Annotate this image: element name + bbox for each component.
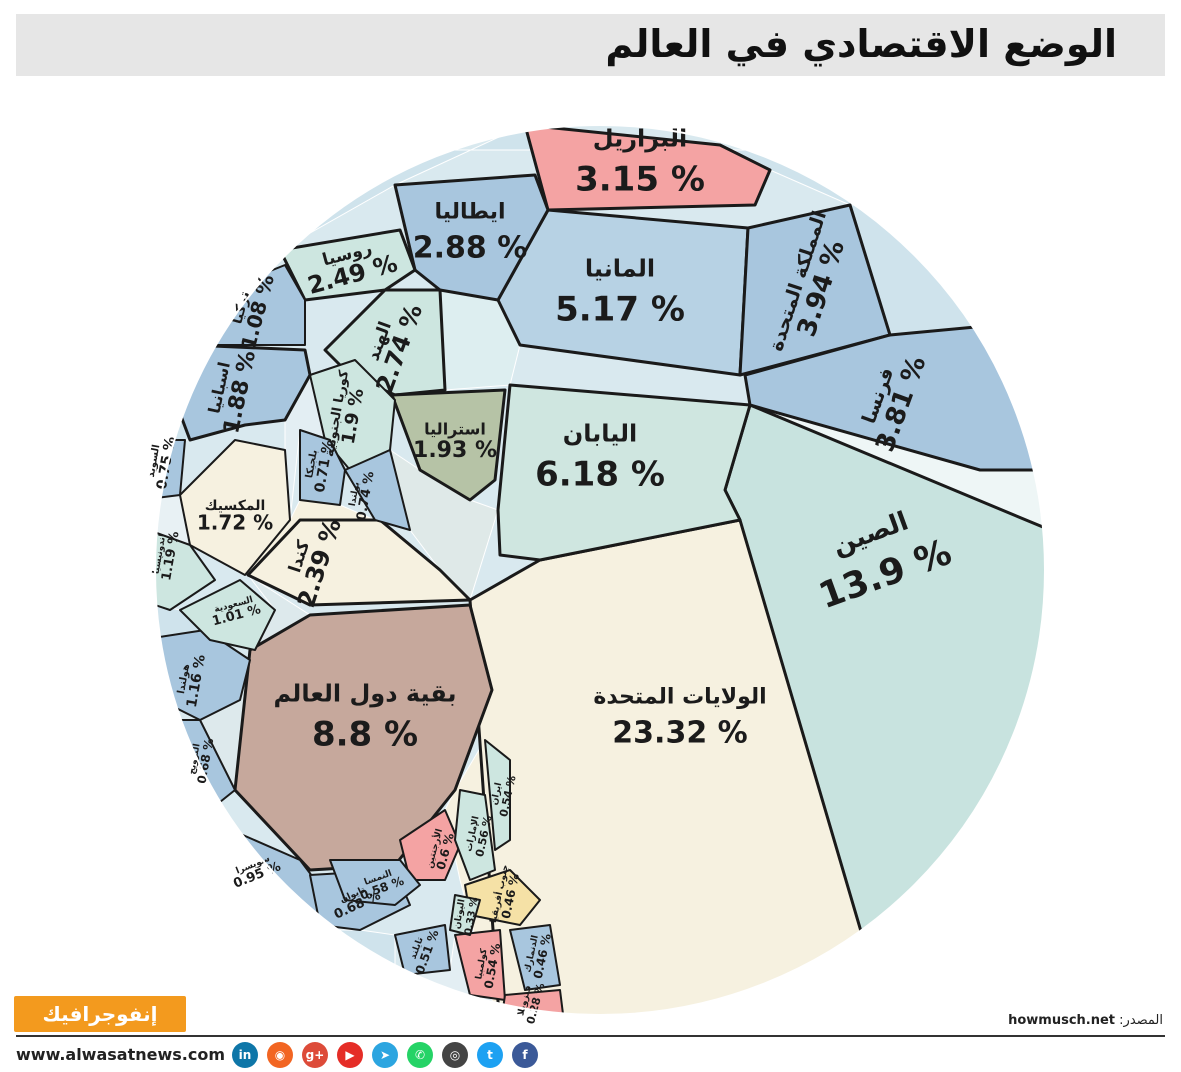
cell-31 bbox=[394, 924, 451, 976]
country-name: الولايات المتحدة bbox=[593, 685, 766, 710]
social-icons: in ◉ g+ ▶ ➤ ✆ ◎ t f bbox=[232, 1042, 538, 1068]
cell-label-2: بقية دول العالم 8.8 % bbox=[273, 679, 456, 754]
country-value: 8.8 % bbox=[312, 715, 418, 755]
page-title: الوضع الاقتصادي في العالم bbox=[605, 22, 1117, 66]
country-name: المانيا bbox=[585, 254, 655, 282]
source-label: المصدر: bbox=[1119, 1013, 1163, 1028]
cell-28 bbox=[454, 789, 496, 881]
footer-divider bbox=[16, 1035, 1165, 1037]
whatsapp-icon[interactable]: ✆ bbox=[407, 1042, 433, 1068]
country-name: بولندا bbox=[348, 481, 362, 507]
cell-11 bbox=[246, 518, 472, 607]
source-credit: المصدر: howmusch.net bbox=[1008, 1013, 1163, 1028]
cell-6 bbox=[743, 318, 1045, 472]
country-name: بلجيكا bbox=[304, 449, 320, 479]
country-value: 6.18 % bbox=[535, 455, 665, 495]
cell-19 bbox=[179, 579, 276, 651]
filler-cell bbox=[319, 929, 396, 976]
google-plus-icon[interactable]: g+ bbox=[302, 1042, 328, 1068]
cell-label-0: الولايات المتحدة 23.32 % bbox=[593, 685, 766, 751]
cell-16 bbox=[155, 524, 216, 611]
cell-label-7: البرازيل 3.15 % bbox=[575, 124, 705, 199]
facebook-icon[interactable]: f bbox=[512, 1042, 538, 1068]
country-value: 23.32 % bbox=[612, 716, 747, 751]
rss-icon[interactable]: ◉ bbox=[267, 1042, 293, 1068]
country-name: هولندا bbox=[176, 663, 192, 695]
cell-32 bbox=[509, 924, 561, 991]
country-name: استراليا bbox=[424, 419, 486, 438]
cell-label-4: المانيا 5.17 % bbox=[555, 254, 685, 329]
country-value: 5.17 % bbox=[555, 290, 685, 330]
country-name: البرازيل bbox=[593, 124, 687, 152]
telegram-icon[interactable]: ➤ bbox=[372, 1042, 398, 1068]
website-link[interactable]: www.alwasatnews.com bbox=[16, 1045, 225, 1064]
cell-12 bbox=[390, 388, 507, 502]
country-name: بقية دول العالم bbox=[273, 679, 456, 707]
instagram-icon[interactable]: ◎ bbox=[442, 1042, 468, 1068]
country-value: 1.93 % bbox=[413, 438, 497, 463]
source-value: howmusch.net bbox=[1008, 1013, 1116, 1028]
cell-22 bbox=[344, 449, 411, 531]
country-name: ايطاليا bbox=[435, 200, 506, 225]
country-value: 2.88 % bbox=[413, 231, 528, 266]
country-name: ايران bbox=[490, 782, 505, 806]
country-value: 3.15 % bbox=[575, 160, 705, 200]
cell-23 bbox=[299, 429, 346, 506]
cell-30 bbox=[484, 739, 511, 851]
cell-label-8: ايطاليا 2.88 % bbox=[413, 200, 528, 266]
country-name: اليابان bbox=[563, 419, 638, 447]
cell-27 bbox=[329, 859, 421, 906]
twitter-icon[interactable]: t bbox=[477, 1042, 503, 1068]
cell-34 bbox=[449, 894, 481, 936]
brand-logo: إنفوجرافيك الوسط bbox=[14, 996, 186, 1062]
cell-3 bbox=[496, 383, 752, 562]
country-name: المكسيك bbox=[205, 498, 266, 514]
chart-outline bbox=[154, 124, 1046, 1016]
title-bar: الوضع الاقتصادي في العالم bbox=[16, 14, 1165, 76]
youtube-icon[interactable]: ▶ bbox=[337, 1042, 363, 1068]
country-value: 1.72 % bbox=[197, 511, 273, 535]
linkedin-icon[interactable]: in bbox=[232, 1042, 258, 1068]
cell-label-3: اليابان 6.18 % bbox=[535, 419, 665, 494]
